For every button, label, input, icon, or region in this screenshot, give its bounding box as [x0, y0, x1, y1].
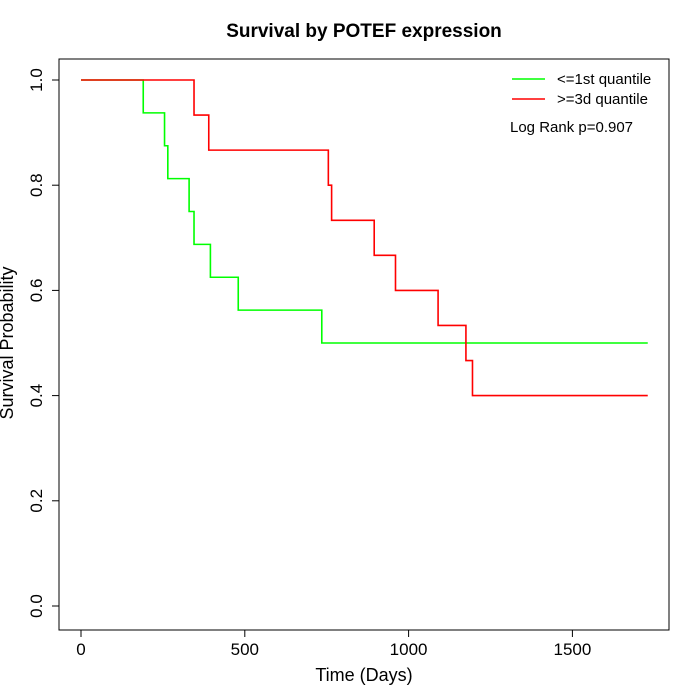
- legend-label-2: >=3d quantile: [557, 91, 648, 108]
- y-tick-label: 1.0: [27, 68, 46, 92]
- y-axis-label: Survival Probability: [0, 266, 17, 419]
- x-tick-label: 500: [231, 640, 259, 659]
- x-axis-label: Time (Days): [315, 665, 412, 685]
- y-tick-label: 0.6: [27, 279, 46, 303]
- y-tick-label: 0.4: [27, 384, 46, 408]
- y-axis: 0.0 0.2 0.4 0.6 0.8 1.0: [27, 68, 60, 618]
- log-rank-annotation: Log Rank p=0.907: [510, 119, 633, 136]
- y-tick-label: 0.2: [27, 489, 46, 513]
- chart-title: Survival by POTEF expression: [226, 21, 502, 42]
- series-layer: [81, 79, 648, 397]
- legend-label-1: <=1st quantile: [557, 71, 651, 88]
- plot-frame: [58, 58, 670, 631]
- series-line-2: [81, 79, 648, 397]
- series-line-1: [81, 79, 648, 344]
- x-axis: 0 500 1000 1500: [76, 629, 591, 659]
- legend: <=1st quantile >=3d quantile: [512, 71, 651, 108]
- x-tick-label: 1500: [553, 640, 591, 659]
- y-tick-label: 0.8: [27, 173, 46, 197]
- x-tick-label: 0: [76, 640, 85, 659]
- y-tick-label: 0.0: [27, 594, 46, 618]
- x-tick-label: 1000: [390, 640, 428, 659]
